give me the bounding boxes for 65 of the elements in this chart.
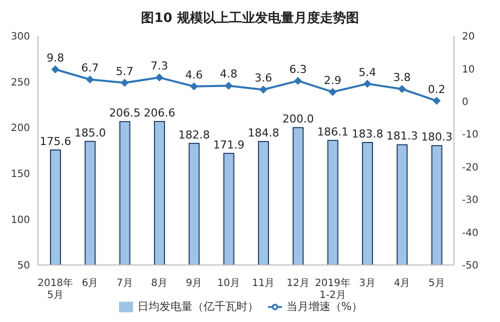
point	[398, 84, 406, 93]
data-label: 183.8	[352, 127, 384, 140]
y2-tick-label: 10	[462, 64, 475, 76]
y-tick-label: 100	[10, 214, 30, 226]
data-label: 182.8	[178, 128, 210, 142]
point	[259, 86, 268, 94]
data-label: 206.6	[144, 106, 176, 120]
x-tick-label: 6月	[82, 278, 98, 289]
y2-tick-label: -50	[462, 260, 478, 272]
x-tick-label: 11月	[252, 278, 275, 289]
point	[294, 76, 302, 85]
point	[432, 96, 441, 105]
data-label: 184.8	[248, 126, 280, 140]
point	[363, 80, 372, 88]
data-label: 9.8	[46, 51, 64, 64]
y2-tick-label: 0	[462, 96, 468, 108]
x-tick-label: 5月	[428, 278, 445, 289]
data-label: 200.0	[282, 112, 314, 126]
point	[328, 88, 337, 96]
x-tick-label: 2018年 5月	[38, 277, 74, 301]
x-tick-label: 9月	[186, 278, 202, 289]
data-label: 175.6	[40, 134, 72, 148]
point	[155, 74, 164, 82]
x-tick-label: 8月	[151, 278, 168, 289]
x-tick-label: 4月	[394, 278, 410, 289]
data-label: 5.7	[116, 64, 134, 78]
y-tick-label: 150	[10, 168, 30, 180]
legend-label: 当月增速（%）	[286, 300, 363, 313]
x-tick-label: 2019年 1-2月	[314, 277, 350, 301]
y-tick-label: 250	[10, 77, 30, 88]
y-tick-label: 300	[10, 32, 30, 43]
data-label: 3.6	[254, 72, 272, 85]
data-label: 5.4	[358, 66, 376, 79]
point	[120, 78, 129, 87]
point	[86, 76, 94, 84]
x-tick-label: 12月	[286, 278, 310, 289]
data-label: 7.3	[150, 60, 168, 73]
y2-tick-label: -10	[462, 130, 478, 141]
x-tick-label: 3月	[359, 278, 376, 289]
chart-title: 图10 规模以上工业发电量月度走势图	[140, 10, 360, 28]
point	[190, 82, 198, 90]
y-tick-label: 200	[10, 123, 30, 134]
data-label: 186.1	[317, 125, 349, 138]
data-label: 180.3	[421, 130, 453, 144]
data-label: 3.8	[393, 70, 411, 84]
point	[51, 65, 60, 74]
data-label: 185.0	[74, 126, 106, 140]
data-label: 171.9	[213, 138, 245, 152]
data-label: 0.2	[428, 82, 446, 96]
y2-tick-label: -40	[462, 228, 478, 239]
y2-tick-label: -20	[462, 162, 478, 174]
data-label: 206.5	[109, 106, 141, 120]
y2-tick-label: 20	[462, 32, 475, 43]
data-label: 6.7	[81, 62, 99, 75]
y2-tick-label: -30	[462, 195, 478, 206]
data-label: 2.9	[324, 74, 342, 87]
y-tick-label: 50	[17, 260, 30, 272]
point	[224, 82, 233, 90]
data-label: 181.3	[386, 130, 418, 143]
legend-label: 日均发电量（亿千瓦时）	[137, 300, 258, 313]
data-label: 4.8	[220, 68, 238, 81]
data-label: 4.6	[185, 68, 203, 82]
data-label: 6.3	[289, 62, 307, 76]
x-tick-label: 10月	[217, 278, 240, 289]
x-tick-label: 7月	[116, 278, 133, 289]
